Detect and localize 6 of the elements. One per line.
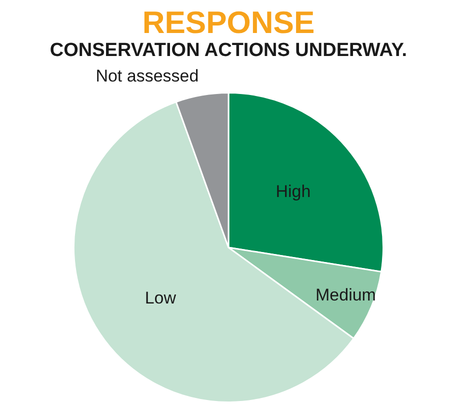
slice-label: High (276, 182, 311, 201)
chart-title: RESPONSE (141, 5, 316, 40)
slice-label: Low (144, 288, 177, 308)
slice-label: Medium (316, 286, 376, 305)
chart-subtitle: CONSERVATION ACTIONS UNDERWAY. (48, 40, 408, 62)
slice-label: Not assessed (96, 66, 199, 86)
